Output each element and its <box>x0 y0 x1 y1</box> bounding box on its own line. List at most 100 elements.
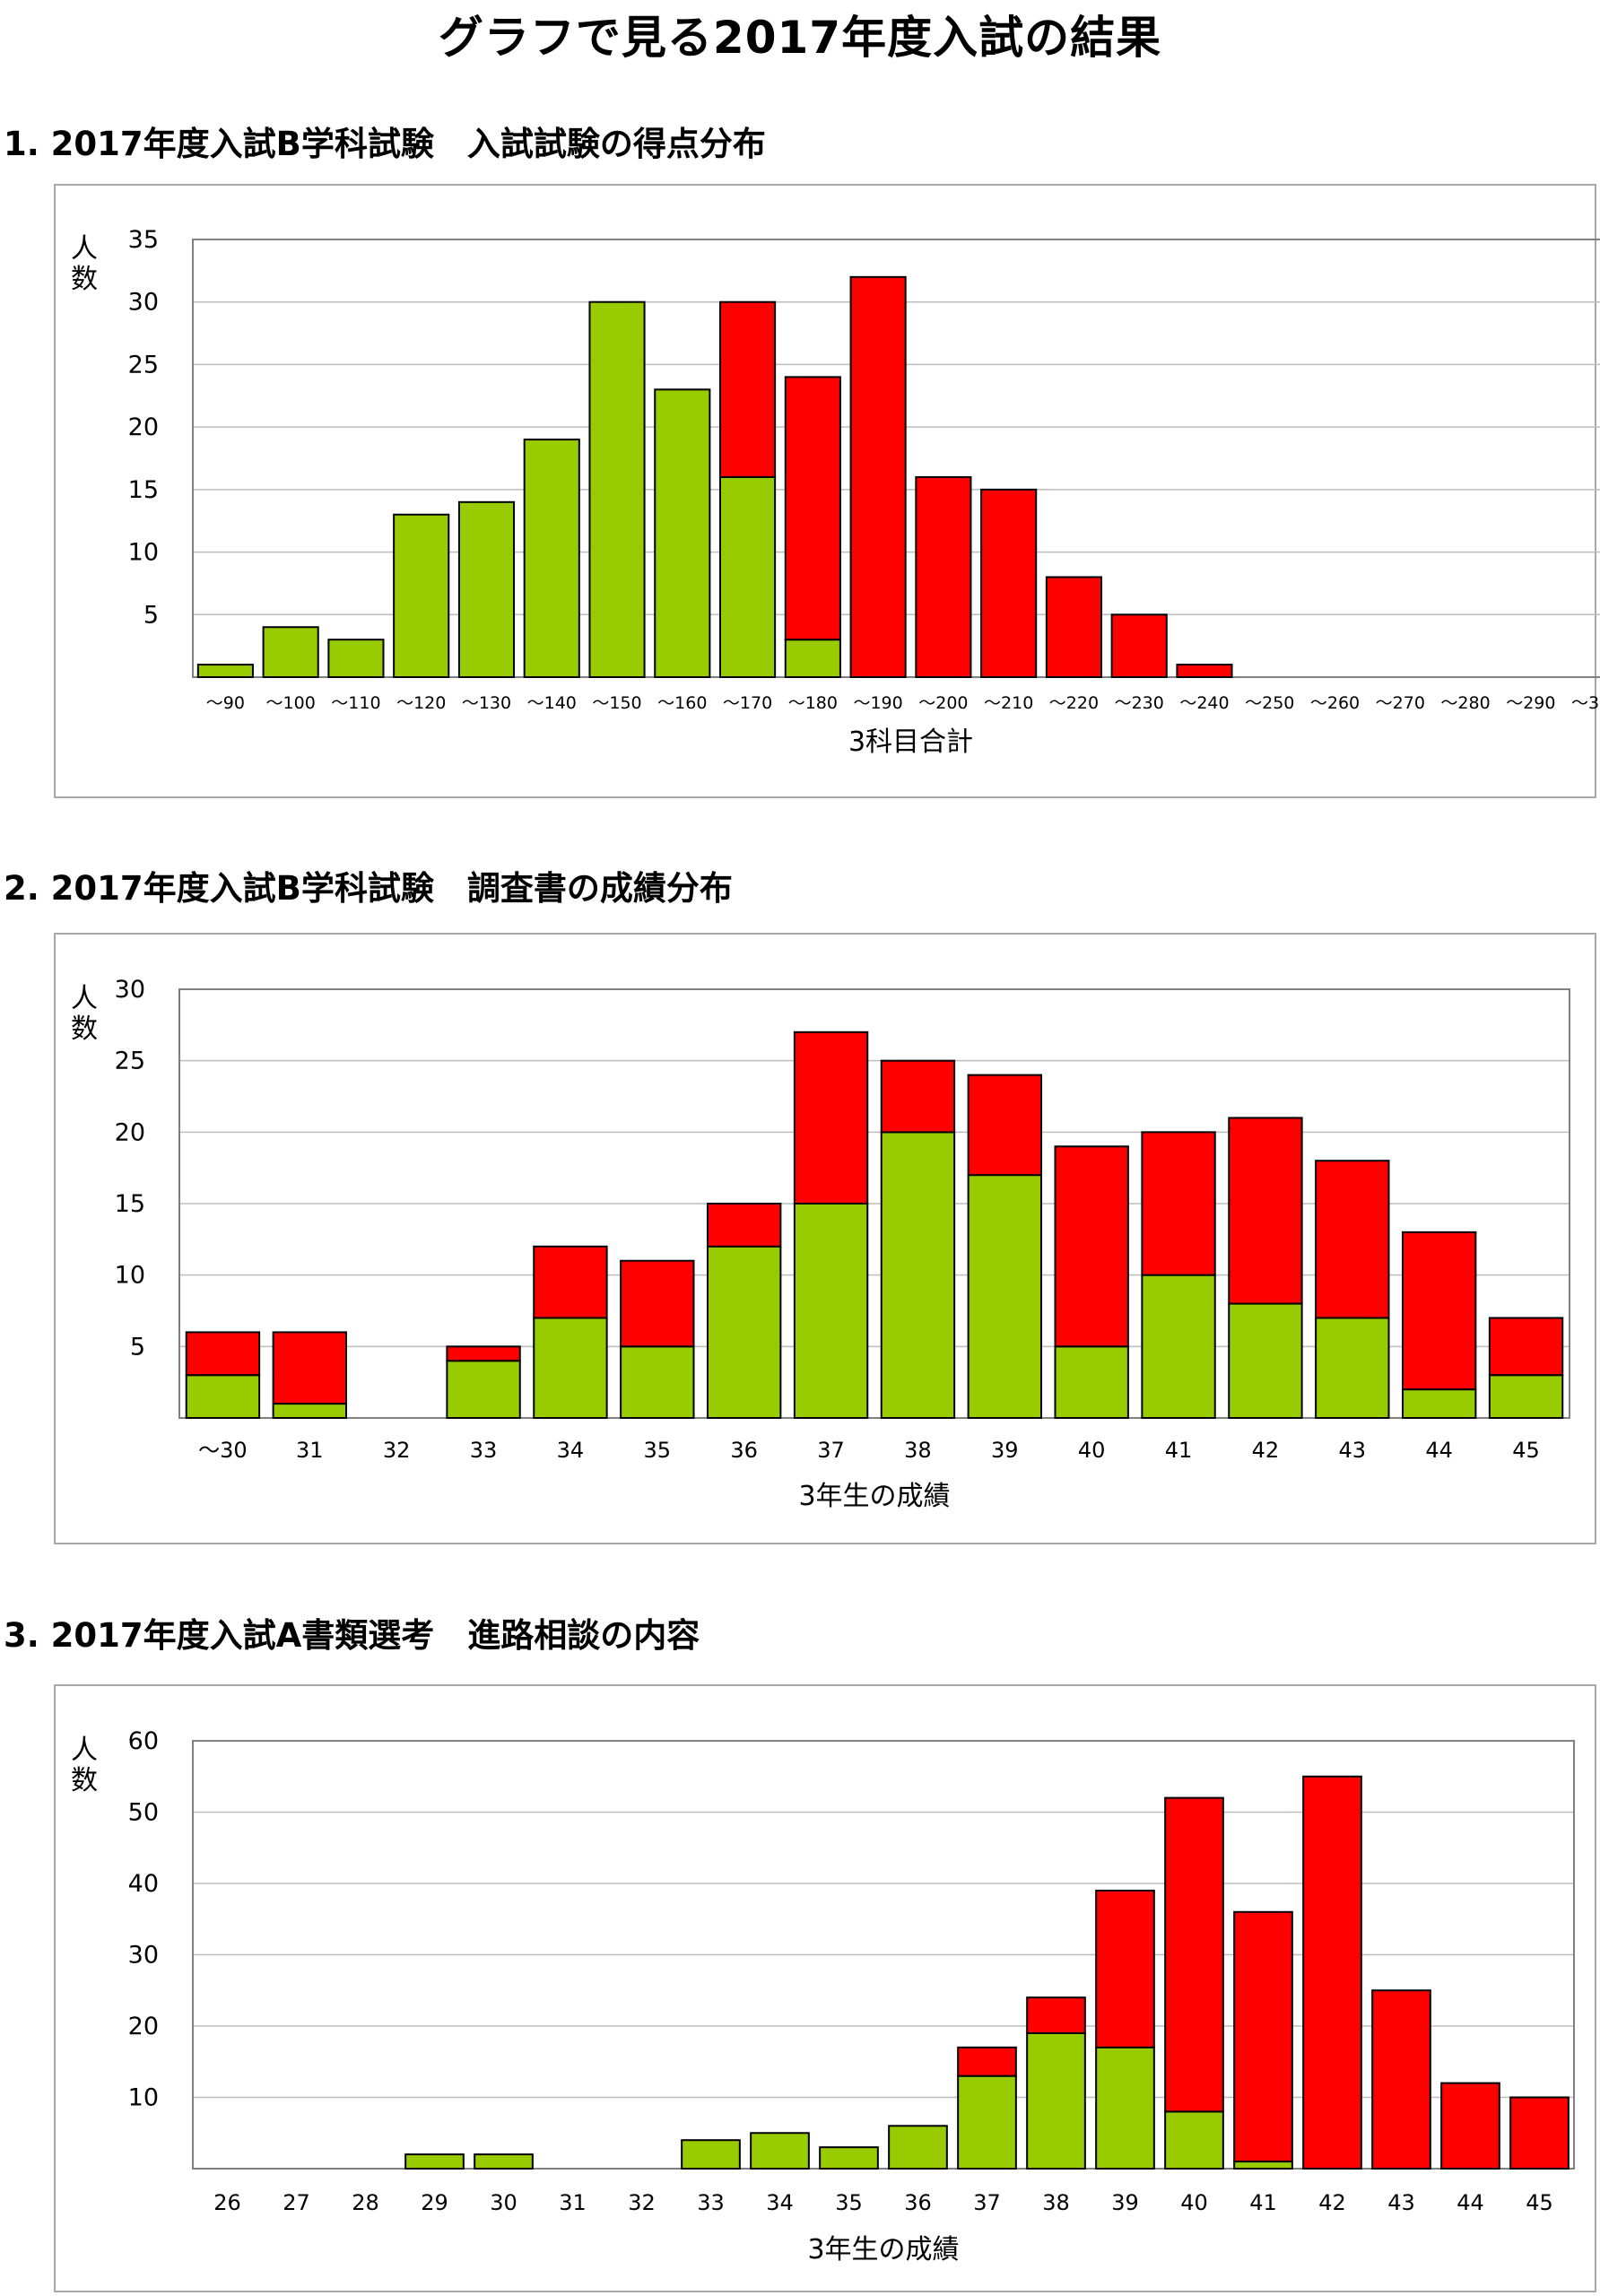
report-x-axis-label: 3年生の成績 <box>798 1481 950 1512</box>
score-x-tick-label: ～140 <box>527 693 577 713</box>
report-bar-red <box>272 1331 347 1405</box>
score-y-tick-label: 35 <box>128 226 159 254</box>
consult-x-tick-label: 37 <box>973 2190 1001 2215</box>
consult-bar-red <box>1371 1989 1431 2170</box>
score-bar-red <box>784 376 841 641</box>
score-x-tick-label: ～130 <box>462 693 511 713</box>
report-card-distribution-chart: 5 10 15 20 25 30 人数 ～30 31 32 33 34 35 36 37 38 39 40 41 42… <box>71 976 1570 1512</box>
report-bar-red <box>880 1059 956 1134</box>
consult-bar-green <box>1164 2110 1224 2170</box>
report-bar-green <box>1488 1374 1564 1420</box>
report-plot-area <box>178 988 1570 1419</box>
score-bar-red <box>849 275 907 678</box>
consult-y-axis-label: 数 <box>71 1765 98 1796</box>
consult-y-axis-label: 人 <box>71 1735 98 1766</box>
score-x-tick-label: ～280 <box>1440 693 1490 713</box>
score-bar-green <box>784 639 841 678</box>
score-x-tick-label: ～170 <box>723 693 772 713</box>
consult-bar-green <box>404 2153 465 2170</box>
score-x-tick-label: ～110 <box>331 693 380 713</box>
report-x-tick-label: 34 <box>557 1438 585 1463</box>
report-y-tick-label: 20 <box>115 1118 145 1146</box>
consult-x-tick-label: 39 <box>1111 2190 1139 2215</box>
consult-y-tick-label: 40 <box>128 1870 159 1898</box>
report-bar-red <box>1054 1145 1129 1348</box>
score-y-axis-label: 人 <box>71 233 98 265</box>
report-bar-red <box>620 1259 695 1348</box>
score-x-tick-label: ～260 <box>1310 693 1360 713</box>
consult-x-tick-label: 33 <box>697 2190 725 2215</box>
report-bar-red <box>707 1203 782 1248</box>
consult-x-tick-label: 45 <box>1526 2190 1553 2215</box>
score-x-tick-label: ～160 <box>657 693 707 713</box>
consult-bar-red <box>957 2046 1017 2077</box>
consult-x-tick-label: 44 <box>1457 2190 1484 2215</box>
score-bar-green <box>719 475 777 678</box>
report-bar-green <box>1402 1388 1477 1419</box>
score-x-tick-label: ～100 <box>266 693 316 713</box>
report-y-axis-label: 数 <box>71 1013 98 1045</box>
score-bar-green <box>327 639 385 678</box>
consult-bar-green <box>1095 2046 1155 2170</box>
score-x-tick-label: ～270 <box>1376 693 1425 713</box>
report-y-tick-label: 10 <box>115 1262 145 1290</box>
score-distribution-chart: 5 10 15 20 25 30 35 人数 ～90 ～100 ～110 ～120 ～130 ～140 ～1… <box>71 226 1600 758</box>
consult-x-tick-label: 35 <box>835 2190 863 2215</box>
consult-y-tick-label: 20 <box>128 2013 159 2040</box>
score-y-tick-label: 25 <box>128 351 159 378</box>
report-bar-green <box>880 1131 956 1419</box>
report-bar-red <box>793 1031 869 1205</box>
score-y-tick-label: 10 <box>128 539 159 567</box>
score-bar-green <box>196 664 254 678</box>
report-bar-red <box>185 1331 261 1377</box>
score-x-tick-label: ～300 <box>1571 693 1600 713</box>
score-x-tick-label: ～150 <box>592 693 641 713</box>
score-y-tick-label: 20 <box>128 413 159 441</box>
consult-x-tick-label: 38 <box>1042 2190 1070 2215</box>
consult-x-tick-label: 43 <box>1387 2190 1415 2215</box>
consult-bar-red <box>1233 1910 1293 2163</box>
consult-bar-green <box>888 2125 948 2170</box>
report-bar-green <box>1054 1345 1129 1420</box>
report-bar-red <box>533 1245 608 1319</box>
consult-bar-green <box>1026 2031 1086 2170</box>
consult-bar-red <box>1164 1796 1224 2113</box>
chart-frame-1: 5 10 15 20 25 30 35 人数 ～90 ～100 ～110 ～120 ～130 ～140 ～1… <box>54 184 1600 798</box>
chart-frame-2: 5 10 15 20 25 30 人数 ～30 31 32 33 34 35 36 37 38 39 40 41 42… <box>54 933 1596 1544</box>
report-y-tick-label: 5 <box>130 1333 145 1361</box>
report-bar-red <box>1315 1160 1390 1319</box>
page-title: グラフで見る2017年度入試の結果 <box>438 12 1162 64</box>
consult-y-tick-label: 50 <box>128 1799 159 1827</box>
report-x-tick-label: 45 <box>1512 1438 1540 1463</box>
score-bar-red <box>1176 664 1233 678</box>
report-bar-green <box>533 1317 608 1420</box>
consult-bar-green <box>750 2132 810 2170</box>
report-bar-green <box>707 1245 782 1419</box>
consult-x-tick-label: 42 <box>1318 2190 1346 2215</box>
consult-bar-red <box>1440 2082 1500 2170</box>
report-x-tick-label: 41 <box>1165 1438 1193 1463</box>
report-y-tick-label: 30 <box>115 976 145 1004</box>
score-x-tick-label: ～250 <box>1245 693 1294 713</box>
score-y-axis-label: 数 <box>71 264 98 295</box>
score-bar-green <box>393 513 450 678</box>
consult-x-tick-label: 27 <box>283 2190 310 2215</box>
score-bar-green <box>523 439 580 678</box>
report-x-tick-label: 40 <box>1078 1438 1106 1463</box>
report-x-tick-label: 36 <box>730 1438 758 1463</box>
score-bar-red <box>719 300 777 478</box>
consult-bar-green <box>1233 2161 1293 2170</box>
section-heading-1: 1. 2017年度入試B学科試験 入試試験の得点分布 <box>4 125 766 163</box>
section-heading-2: 2. 2017年度入試B学科試験 調査書の成績分布 <box>4 869 733 908</box>
consult-x-tick-label: 32 <box>628 2190 656 2215</box>
consult-x-axis-label: 3年生の成績 <box>807 2234 959 2266</box>
score-x-tick-label: ～230 <box>1115 693 1164 713</box>
report-x-tick-label: 42 <box>1252 1438 1280 1463</box>
score-bar-green <box>457 500 516 678</box>
report-bar-red <box>1402 1231 1477 1391</box>
report-x-tick-label: 37 <box>817 1438 845 1463</box>
consult-bar-red <box>1095 1889 1155 2048</box>
score-bar-red <box>915 475 972 678</box>
report-bar-green <box>1315 1317 1390 1420</box>
report-y-tick-label: 25 <box>115 1048 145 1075</box>
